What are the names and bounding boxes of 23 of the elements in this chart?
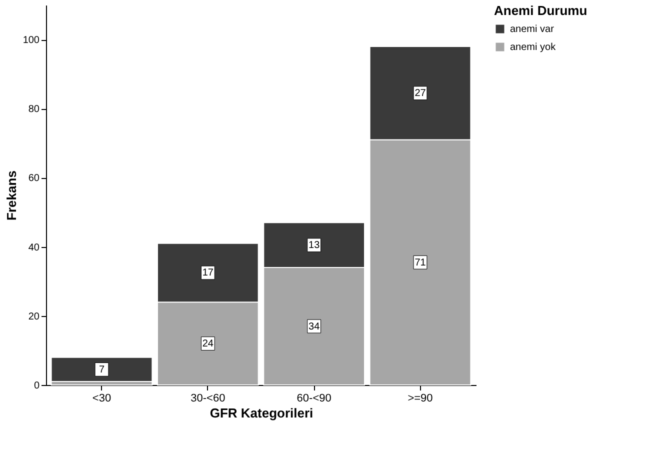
x-tick-label: 60-<90	[296, 392, 332, 404]
y-tick-label: 40	[28, 242, 40, 254]
y-tick-label: 0	[34, 380, 40, 392]
data-label: 71	[414, 257, 426, 268]
y-tick-label: 60	[28, 173, 40, 184]
x-tick-label: >=90	[408, 392, 433, 404]
x-tick-label: 30-<60	[190, 392, 226, 404]
data-label: 17	[202, 268, 214, 279]
legend-label: anemi var	[510, 24, 555, 35]
data-label: 34	[308, 321, 320, 332]
data-label: 24	[202, 338, 214, 350]
legend-title: Anemi Durumu	[494, 3, 588, 18]
y-tick-label: 20	[28, 311, 40, 322]
x-tick-label: <30	[92, 392, 112, 404]
y-tick-label: 80	[28, 104, 40, 116]
data-label: 7	[98, 364, 105, 376]
y-tick-label: 100	[22, 35, 40, 46]
legend-label: anemi yok	[510, 42, 557, 53]
data-label: 13	[308, 240, 320, 252]
data-label: 27	[414, 88, 426, 100]
bar	[50, 356, 153, 382]
x-axis-title: GFR Kategorileri	[210, 406, 314, 420]
y-axis-title: Frekans	[4, 170, 19, 220]
